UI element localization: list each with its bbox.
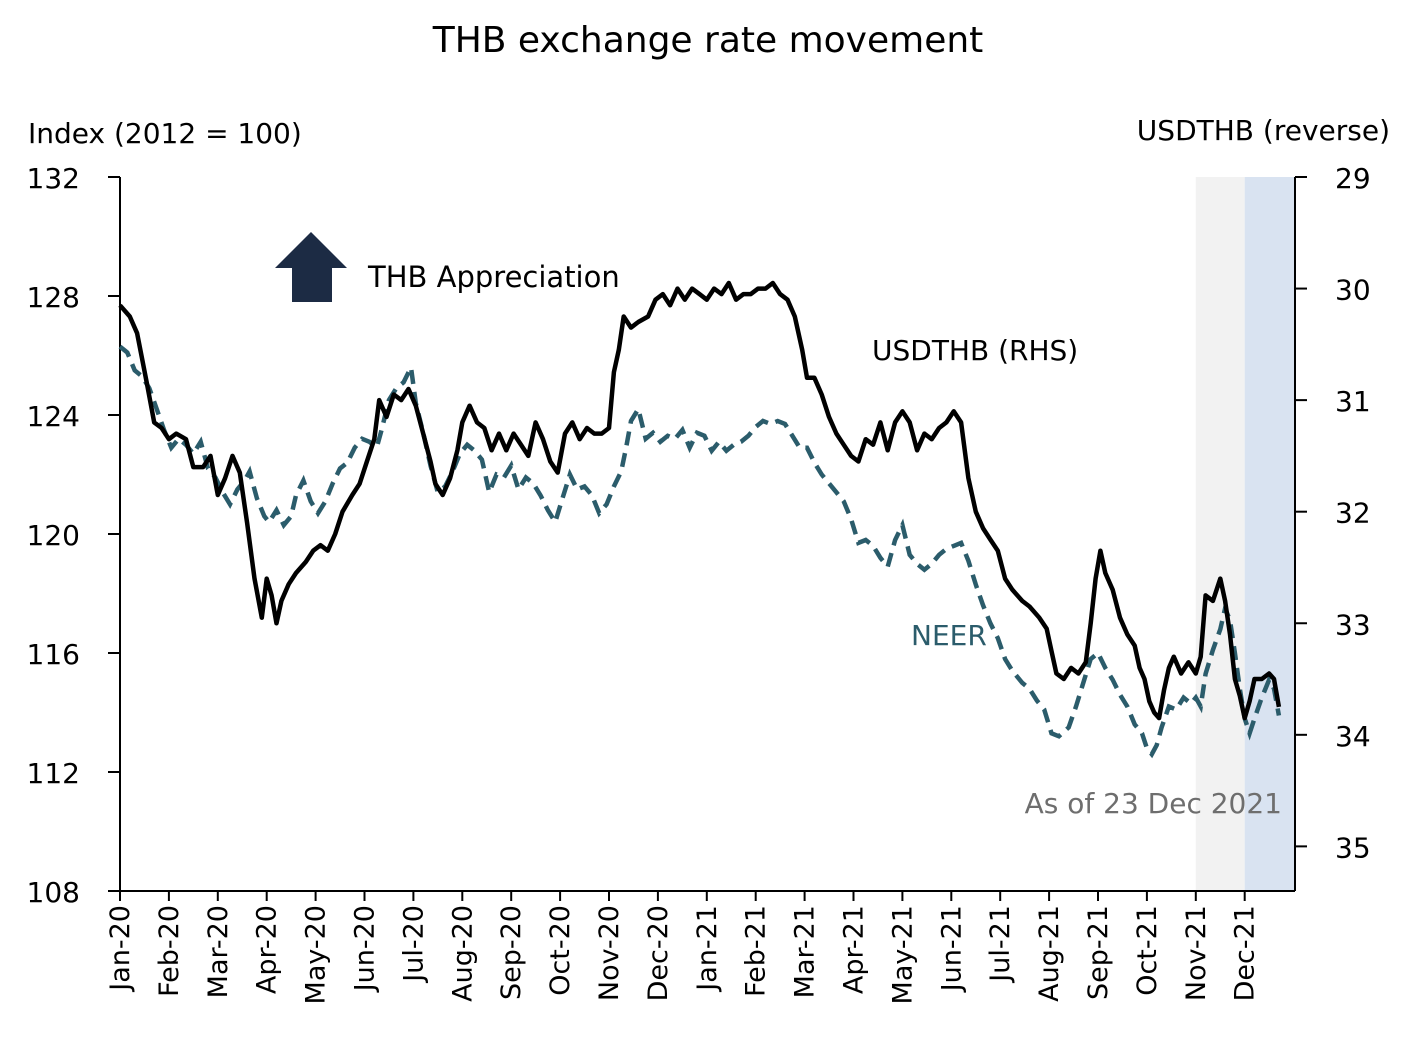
chart-title: THB exchange rate movement (432, 20, 984, 61)
left-tick-label: 112 (27, 757, 80, 790)
x-tick-label: Jun-20 (350, 905, 381, 993)
left-tick-label: 132 (27, 162, 80, 195)
as-of-annotation: As of 23 Dec 2021 (1025, 787, 1282, 820)
x-tick-label: Jan-21 (692, 905, 723, 993)
x-tick-label: Oct-20 (545, 905, 576, 996)
left-tick-label: 108 (27, 876, 80, 909)
x-tick-label: Jul-20 (398, 905, 429, 984)
x-axis: Jan-20 Feb-20 Mar-20 Apr-20 May-20 Jun-20 Jul-… (105, 891, 1261, 1004)
x-tick-label: Aug-21 (1034, 905, 1065, 1002)
left-tick-label: 124 (27, 400, 80, 433)
x-tick-label: Aug-20 (447, 905, 478, 1002)
x-tick-label: Dec-21 (1230, 905, 1261, 1001)
x-tick-label: Jun-21 (936, 905, 967, 993)
left-tick-label: 116 (27, 638, 80, 671)
x-tick-label: Feb-20 (154, 905, 185, 997)
x-tick-label: Mar-21 (790, 905, 821, 998)
left-y-axis: 132 128 124 120 116 112 108 (27, 162, 120, 909)
right-tick-label: 30 (1335, 274, 1371, 307)
x-tick-label: Feb-21 (741, 905, 772, 997)
series-line-neer (118, 344, 1282, 759)
appreciation-arrow-icon (275, 232, 347, 302)
x-tick-label: Sep-20 (496, 905, 527, 1000)
left-tick-label: 120 (27, 519, 80, 552)
right-tick-label: 35 (1335, 831, 1371, 864)
right-y-axis: 29 30 31 32 33 34 35 (1295, 162, 1371, 864)
x-tick-label: Nov-20 (594, 905, 625, 1001)
x-tick-label: Dec-20 (643, 905, 674, 1001)
right-axis-label: USDTHB (reverse) (1137, 114, 1390, 147)
x-tick-label: May-21 (887, 905, 918, 1004)
left-tick-label: 128 (27, 281, 80, 314)
right-tick-label: 33 (1335, 608, 1371, 641)
right-tick-label: 29 (1335, 162, 1371, 195)
shaded-period-december (1244, 177, 1295, 891)
x-tick-label: Jan-20 (105, 905, 136, 993)
x-tick-label: Nov-21 (1181, 905, 1212, 1001)
right-tick-label: 31 (1335, 385, 1371, 418)
x-tick-label: Apr-21 (839, 905, 870, 994)
usdthb-annotation: USDTHB (RHS) (872, 334, 1078, 367)
x-tick-label: Oct-21 (1132, 905, 1163, 996)
x-tick-label: Apr-20 (252, 905, 283, 994)
series-line-usdthb (118, 280, 1282, 721)
right-tick-label: 32 (1335, 497, 1371, 530)
right-tick-label: 34 (1335, 720, 1371, 753)
neer-annotation: NEER (911, 619, 987, 652)
appreciation-annotation: THB Appreciation (367, 260, 620, 294)
x-tick-label: Jul-21 (985, 905, 1016, 984)
x-tick-label: Mar-20 (203, 905, 234, 998)
left-axis-label: Index (2012 = 100) (28, 117, 302, 150)
x-tick-label: Sep-21 (1083, 905, 1114, 1000)
shaded-period-november (1195, 177, 1245, 891)
x-tick-label: May-20 (301, 905, 332, 1004)
